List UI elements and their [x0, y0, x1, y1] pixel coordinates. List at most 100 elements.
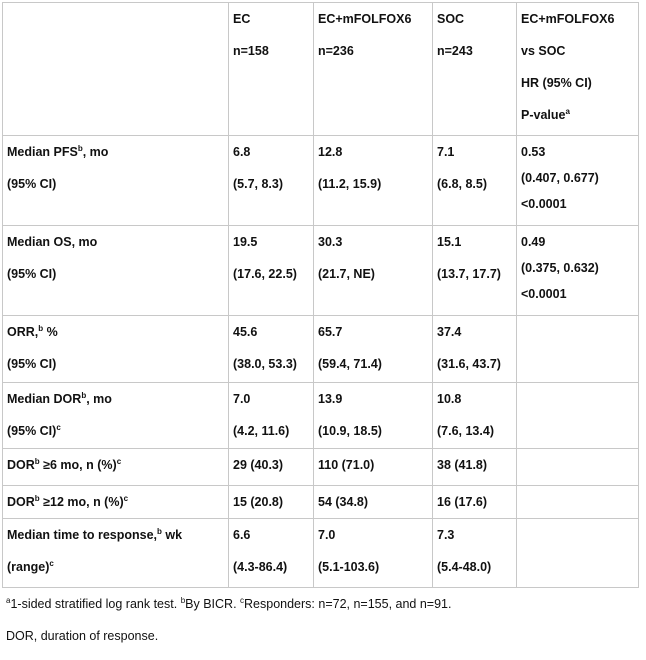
- text-line: (95% CI)c: [7, 415, 224, 447]
- table-cell: 15.1 (13.7, 17.7): [432, 225, 517, 316]
- superscript: b: [34, 494, 40, 503]
- text-line: (range)c: [7, 551, 224, 583]
- text: 0.53: [521, 145, 546, 159]
- text: DOR, duration of response.: [6, 629, 159, 643]
- table-cell: ORR,b % (95% CI): [2, 315, 229, 383]
- superscript: b: [81, 391, 87, 400]
- text-line: DOR, duration of response.: [6, 620, 451, 652]
- text-line: Median DORb, mo: [7, 384, 224, 416]
- text: (95% CI): [7, 424, 57, 438]
- table-cell: Median time to response,b wk (range)c: [2, 518, 229, 588]
- text-line: 15 (20.8): [233, 487, 309, 518]
- text: Median PFS: [7, 145, 78, 159]
- superscript: a: [6, 596, 11, 605]
- text: 54 (34.8): [318, 495, 369, 509]
- superscript: c: [56, 423, 61, 432]
- text: 16 (17.6): [437, 495, 488, 509]
- header-cell: EC n=158: [228, 2, 314, 136]
- text: P-value: [521, 108, 566, 122]
- table-cell: DORb ≥6 mo, n (%)c: [2, 448, 229, 486]
- table-cell: 45.6 (38.0, 53.3): [228, 315, 314, 383]
- table-cell: 38 (41.8): [432, 448, 517, 486]
- text-line: (4.3-86.4): [233, 551, 309, 583]
- text-line: EC+mFOLFOX6: [521, 4, 634, 36]
- text-line: 0.49: [521, 229, 634, 255]
- text-line: 13.9: [318, 384, 428, 416]
- superscript: b: [34, 457, 40, 466]
- table-cell: 6.8 (5.7, 8.3): [228, 135, 314, 226]
- text-line: 19.5: [233, 227, 309, 259]
- text-line: a1-sided stratified log rank test. bBy B…: [6, 588, 451, 620]
- table-cell: 7.3 (5.4-48.0): [432, 518, 517, 588]
- text-line: 6.6: [233, 520, 309, 552]
- table-cell: [516, 518, 639, 588]
- text: 7.1: [437, 145, 455, 159]
- text: 0.49: [521, 235, 546, 249]
- text: ≥12 mo, n (%): [39, 495, 124, 509]
- text-line: 6.8: [233, 137, 309, 169]
- table-cell: [516, 315, 639, 383]
- text-line: (10.9, 18.5): [318, 415, 428, 447]
- text-line: 65.7: [318, 317, 428, 349]
- table-row: Median DORb, mo (95% CI)c 7.0 (4.2, 11.6) 13…: [2, 382, 639, 449]
- text: EC+mFOLFOX6: [318, 12, 412, 26]
- text-line: P-valuea: [521, 99, 634, 131]
- text: ORR,: [7, 325, 39, 339]
- text: (95% CI): [7, 267, 57, 281]
- text: , mo: [82, 145, 109, 159]
- text: (11.2, 15.9): [318, 177, 382, 191]
- superscript: b: [157, 527, 162, 536]
- text: 6.6: [233, 528, 251, 542]
- text: (0.375, 0.632): [521, 261, 599, 275]
- table-cell: 12.8 (11.2, 15.9): [313, 135, 433, 226]
- table-cell: [516, 382, 639, 449]
- text: (5.1-103.6): [318, 560, 380, 574]
- text-line: <0.0001: [521, 191, 634, 217]
- table-cell: 7.0 (4.2, 11.6): [228, 382, 314, 449]
- text-line: n=243: [437, 35, 512, 67]
- text-line: 110 (71.0): [318, 450, 428, 482]
- table-cell: 0.49 (0.375, 0.632) <0.0001: [516, 225, 639, 316]
- text: 15.1: [437, 235, 462, 249]
- text: 15 (20.8): [233, 495, 284, 509]
- table-cell: 6.6 (4.3-86.4): [228, 518, 314, 588]
- text: EC: [233, 12, 251, 26]
- text: (5.7, 8.3): [233, 177, 284, 191]
- text-line: SOC: [437, 4, 512, 36]
- text: 7.0: [318, 528, 336, 542]
- text: 45.6: [233, 325, 258, 339]
- table-row: DORb ≥6 mo, n (%)c 29 (40.3) 110 (71.0) 38 …: [2, 448, 639, 486]
- text-line: (5.4-48.0): [437, 551, 512, 583]
- text-line: 38 (41.8): [437, 450, 512, 482]
- header-row: EC n=158 EC+mFOLFOX6 n=236 SOC n=243 EC+mFOLFO…: [2, 2, 639, 136]
- table-cell: 7.0 (5.1-103.6): [313, 518, 433, 588]
- table-cell: DORb ≥12 mo, n (%)c: [2, 485, 229, 519]
- text-line: (5.1-103.6): [318, 551, 428, 583]
- text-line: (5.7, 8.3): [233, 168, 309, 200]
- text: vs SOC: [521, 44, 566, 58]
- text: (59.4, 71.4): [318, 357, 382, 371]
- text-line: 45.6: [233, 317, 309, 349]
- text: (range): [7, 560, 50, 574]
- text: 6.8: [233, 145, 251, 159]
- text-line: (95% CI): [7, 348, 224, 380]
- text-line: 0.53: [521, 139, 634, 165]
- table-cell: 0.53 (0.407, 0.677) <0.0001: [516, 135, 639, 226]
- text-line: (4.2, 11.6): [233, 415, 309, 447]
- header-cell: [2, 2, 229, 136]
- table-cell: 54 (34.8): [313, 485, 433, 519]
- text-line: 29 (40.3): [233, 450, 309, 482]
- text: n=243: [437, 44, 473, 58]
- text-line: 7.0: [233, 384, 309, 416]
- header-cell: SOC n=243: [432, 2, 517, 136]
- text: Median time to response,: [7, 528, 158, 542]
- text: <0.0001: [521, 197, 567, 211]
- table-row: Median OS, mo (95% CI) 19.5 (17.6, 22.5) 30.…: [2, 225, 639, 316]
- results-table: EC n=158 EC+mFOLFOX6 n=236 SOC n=243 EC+mFOLFO…: [2, 2, 639, 588]
- table-cell: 65.7 (59.4, 71.4): [313, 315, 433, 383]
- text-line: EC+mFOLFOX6: [318, 4, 428, 36]
- text-line: n=158: [233, 35, 309, 67]
- text: DOR: [7, 495, 35, 509]
- text-line: 15.1: [437, 227, 512, 259]
